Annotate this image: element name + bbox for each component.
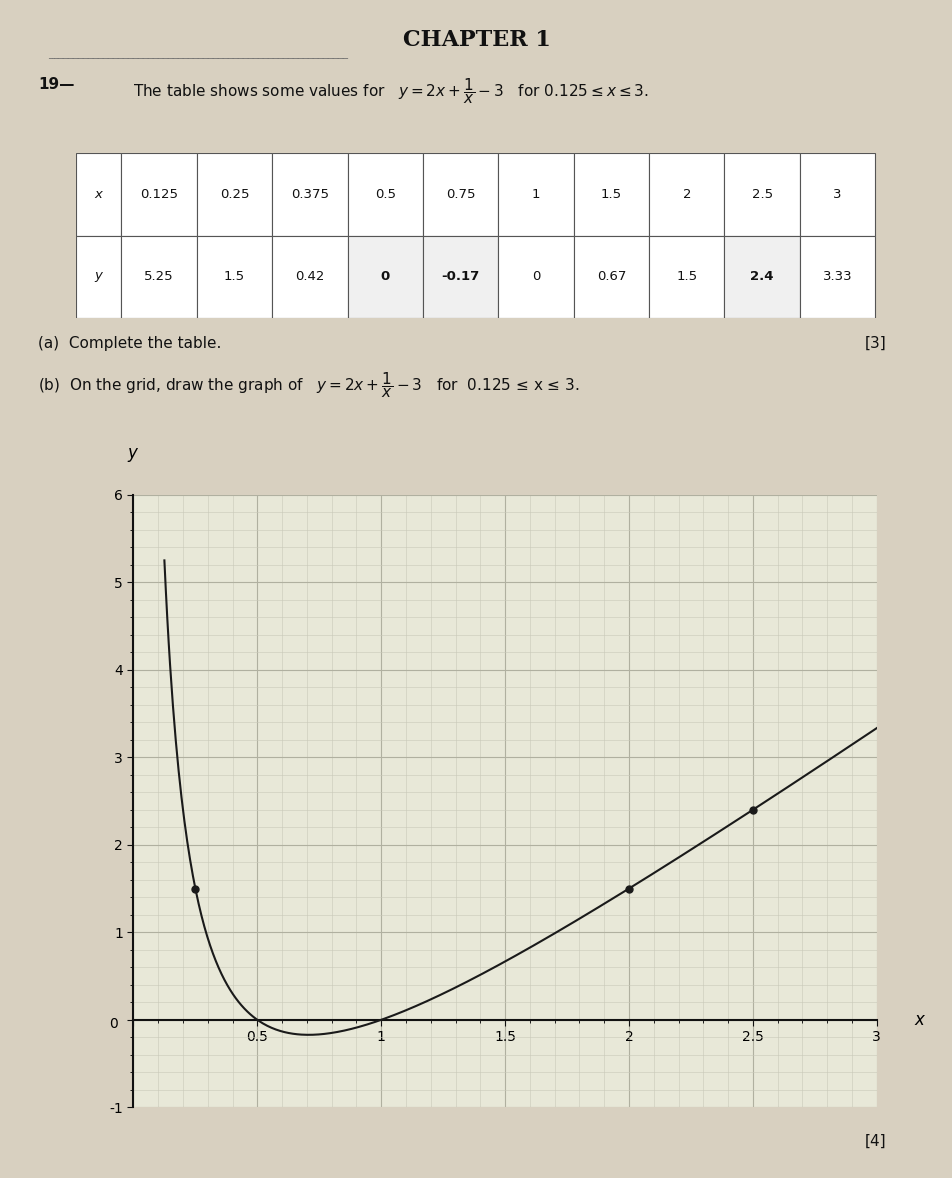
Bar (498, 153, 573, 236)
Text: (a)  Complete the table.: (a) Complete the table. (38, 336, 221, 351)
Text: 1.5: 1.5 (676, 270, 697, 284)
Text: 0.125: 0.125 (140, 187, 178, 201)
Text: 2.4: 2.4 (749, 270, 773, 284)
Bar (573, 153, 648, 236)
Bar (799, 236, 874, 318)
Text: $y$: $y$ (127, 446, 140, 464)
Text: 1: 1 (531, 187, 540, 201)
Text: 0.75: 0.75 (446, 187, 475, 201)
Bar (498, 236, 573, 318)
Text: CHAPTER 1: CHAPTER 1 (402, 29, 550, 52)
Text: 3: 3 (832, 187, 841, 201)
Bar (197, 236, 272, 318)
Bar (799, 153, 874, 236)
Text: [4]: [4] (863, 1133, 885, 1149)
Text: 2: 2 (682, 187, 690, 201)
Bar (272, 153, 347, 236)
Bar (423, 236, 498, 318)
Bar (76, 236, 121, 318)
Text: 1.5: 1.5 (600, 187, 622, 201)
Bar (347, 153, 423, 236)
Text: ────────────────────────────────────────────────────────────: ────────────────────────────────────────… (48, 53, 347, 62)
Bar (272, 236, 347, 318)
Text: 0: 0 (109, 1017, 118, 1031)
Text: 2.5: 2.5 (751, 187, 772, 201)
Text: [3]: [3] (863, 336, 885, 351)
Bar (197, 153, 272, 236)
Bar (347, 236, 423, 318)
Text: 19—: 19— (38, 77, 74, 92)
Text: (b)  On the grid, draw the graph of   $y = 2x+\dfrac{1}{x}-3$   for  0.125 ≤ x ≤: (b) On the grid, draw the graph of $y = … (38, 370, 579, 399)
Text: 5.25: 5.25 (144, 270, 174, 284)
Bar (121, 153, 197, 236)
Text: 1.5: 1.5 (224, 270, 245, 284)
Text: $y$: $y$ (93, 270, 104, 284)
Bar (724, 236, 799, 318)
Bar (76, 153, 121, 236)
Text: 3.33: 3.33 (822, 270, 851, 284)
Bar (121, 236, 197, 318)
Bar (423, 153, 498, 236)
Text: 0.25: 0.25 (220, 187, 249, 201)
Text: -0.17: -0.17 (441, 270, 479, 284)
Text: 0: 0 (531, 270, 540, 284)
Text: 0.42: 0.42 (295, 270, 325, 284)
Bar (648, 153, 724, 236)
Text: 0.5: 0.5 (374, 187, 395, 201)
Bar (648, 236, 724, 318)
Text: The table shows some values for   $y = 2x+\dfrac{1}{x}-3$   for $0.125 \leq x \l: The table shows some values for $y = 2x+… (133, 77, 648, 106)
Bar (573, 236, 648, 318)
Text: 0.375: 0.375 (290, 187, 328, 201)
Text: 0.67: 0.67 (596, 270, 625, 284)
Bar (724, 153, 799, 236)
Text: $x$: $x$ (913, 1011, 925, 1028)
Text: 0: 0 (380, 270, 389, 284)
Text: $x$: $x$ (93, 187, 104, 201)
